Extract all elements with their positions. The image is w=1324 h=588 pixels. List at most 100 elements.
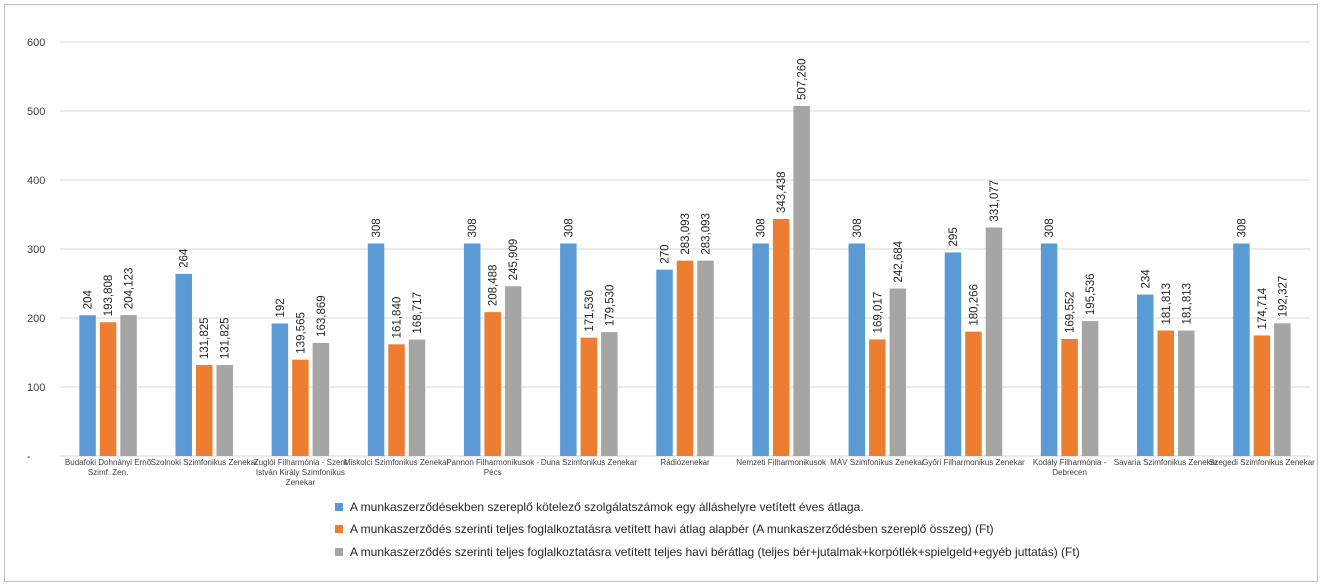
- data-label: 179,530: [604, 285, 616, 327]
- data-label: 308: [1236, 218, 1248, 237]
- bar: [195, 365, 213, 456]
- y-tick-label: 400: [27, 175, 45, 187]
- bar: [367, 243, 385, 456]
- category-label: Budafoki Dohnányi Ernő: [65, 458, 152, 467]
- data-label: 195,536: [1085, 274, 1097, 316]
- data-label: 174,714: [1257, 287, 1269, 329]
- data-label: 507,260: [797, 58, 809, 100]
- bar: [271, 323, 289, 456]
- data-label: 181,813: [1161, 283, 1173, 325]
- data-label: 308: [467, 218, 479, 237]
- data-label: 193,808: [103, 275, 115, 317]
- category-label: Szolnoki Szimfonikus Zenekar: [151, 458, 258, 467]
- bar: [1178, 330, 1195, 456]
- data-label: 308: [371, 218, 383, 237]
- data-label: 163,869: [316, 295, 328, 337]
- category-label: Miskolci Szimfonikus Zenekar: [344, 458, 450, 467]
- data-label: 131,825: [220, 317, 232, 359]
- bar: [944, 252, 962, 456]
- bar: [1253, 335, 1271, 456]
- data-label: 161,840: [392, 297, 404, 339]
- bar: [697, 260, 714, 456]
- data-label: 181,813: [1181, 283, 1193, 325]
- bar: [99, 322, 117, 456]
- legend-label: A munkaszerződésekben szereplő kötelező …: [350, 500, 864, 514]
- category-label: Debrecen: [1052, 468, 1087, 477]
- category-label: Savaria Szimfonikus Zenekar: [1114, 458, 1218, 467]
- bar-chart: - 100 200 300 400 500 600 204 264 192 308 308 308 270…: [27, 37, 1315, 559]
- bar: [463, 243, 481, 456]
- bar: [312, 342, 330, 456]
- bar: [560, 243, 577, 456]
- bar: [869, 339, 886, 456]
- bar: [1274, 323, 1291, 456]
- y-tick-label: 500: [27, 106, 45, 118]
- y-tick-label: 100: [27, 382, 45, 394]
- bar: [175, 273, 192, 456]
- data-label: 204,123: [124, 268, 136, 310]
- category-label: Győri Filharmonikus Zenekar: [922, 458, 1025, 467]
- data-label: 264: [179, 248, 191, 268]
- data-label: 169,552: [1065, 291, 1077, 333]
- category-label: Pannon Filharmonikusok -: [446, 458, 539, 467]
- data-label: 343,438: [776, 171, 788, 213]
- data-label: 139,565: [295, 312, 307, 354]
- data-label: 308: [756, 218, 768, 237]
- bar: [1233, 243, 1250, 456]
- data-label: 270: [660, 245, 672, 264]
- y-tick-label: -: [27, 451, 31, 463]
- data-label: 192: [275, 298, 287, 317]
- bar: [1061, 339, 1078, 456]
- category-label: Rádiózenekar: [660, 458, 710, 467]
- bar: [848, 243, 866, 456]
- bar: [752, 243, 769, 456]
- data-label: 171,530: [584, 290, 596, 332]
- data-label: 192,327: [1277, 276, 1289, 318]
- y-tick-label: 200: [27, 313, 45, 325]
- legend-label: A munkaszerződés szerinti teljes foglalk…: [350, 522, 994, 536]
- data-label: 295: [948, 227, 960, 246]
- legend-swatch: [335, 503, 343, 511]
- data-label: 308: [1044, 218, 1056, 237]
- category-label: Nemzeti Filharmonikusok: [736, 458, 827, 467]
- legend-swatch: [335, 525, 343, 533]
- bar: [889, 288, 907, 456]
- data-label: 308: [563, 218, 575, 237]
- data-label: 169,017: [872, 292, 884, 334]
- legend-swatch: [335, 548, 343, 556]
- y-tick-label: 300: [27, 244, 45, 256]
- category-label: Zuglói Filharmónia - Szent: [254, 458, 348, 467]
- bar: [1137, 294, 1154, 456]
- data-label: 283,093: [701, 213, 713, 255]
- category-label: István Király Szimfonikus: [256, 468, 345, 477]
- category-label: Kodály Filharmónia -: [1033, 458, 1107, 467]
- bar: [601, 332, 618, 456]
- bar: [388, 344, 405, 456]
- data-label: 204: [83, 289, 95, 309]
- category-label: MÁV Szimfonikus Zenekar: [830, 458, 925, 467]
- chart-frame: - 100 200 300 400 500 600 204 264 192 308 308 308 270…: [4, 4, 1318, 582]
- bar: [408, 339, 426, 456]
- data-label: 283,093: [680, 213, 692, 255]
- bar: [504, 286, 522, 456]
- bar: [79, 315, 96, 456]
- bar: [580, 337, 598, 456]
- bar: [676, 260, 694, 456]
- bar: [656, 269, 673, 456]
- bar: [120, 315, 137, 456]
- bar: [985, 227, 1003, 456]
- data-label: 234: [1140, 269, 1152, 289]
- legend-label: A munkaszerződés szerinti teljes foglalk…: [350, 545, 1080, 559]
- bar: [965, 331, 982, 456]
- data-label: 131,825: [199, 317, 211, 359]
- data-label: 208,488: [488, 265, 500, 307]
- bar: [292, 359, 309, 456]
- data-label: 180,266: [968, 284, 980, 326]
- data-label: 308: [852, 218, 864, 237]
- category-label: Duna Szimfonikus Zenekar: [541, 458, 637, 467]
- bar: [793, 105, 810, 456]
- data-label: 242,684: [893, 240, 905, 282]
- bar: [1157, 330, 1175, 456]
- category-label: Szimf. Zen.: [88, 468, 128, 477]
- data-label: 168,717: [412, 292, 424, 334]
